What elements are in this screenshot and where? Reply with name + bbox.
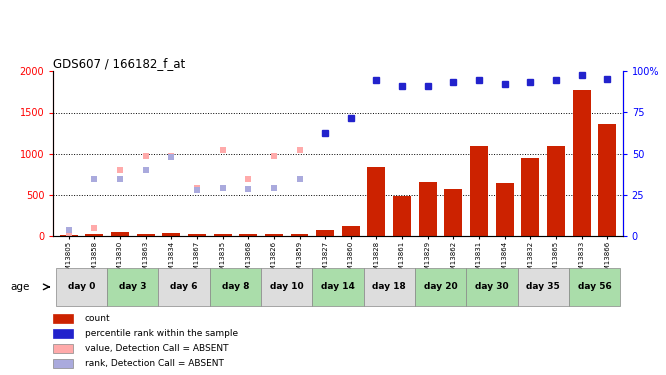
Bar: [111, 232, 129, 236]
Text: day 35: day 35: [526, 282, 560, 291]
Text: GDS607 / 166182_f_at: GDS607 / 166182_f_at: [53, 57, 186, 70]
Bar: [290, 234, 308, 236]
Text: day 18: day 18: [372, 282, 406, 291]
Bar: [137, 234, 155, 236]
Bar: [470, 146, 488, 236]
Bar: [393, 196, 411, 236]
Text: day 8: day 8: [222, 282, 249, 291]
Bar: [312, 268, 364, 306]
Bar: [316, 230, 334, 236]
Bar: [53, 314, 73, 323]
Bar: [496, 183, 513, 236]
Bar: [159, 268, 210, 306]
Text: day 20: day 20: [424, 282, 458, 291]
Bar: [210, 268, 261, 306]
Bar: [547, 146, 565, 236]
Bar: [342, 226, 360, 236]
Text: rank, Detection Call = ABSENT: rank, Detection Call = ABSENT: [85, 359, 224, 368]
Text: day 30: day 30: [475, 282, 509, 291]
Text: value, Detection Call = ABSENT: value, Detection Call = ABSENT: [85, 344, 228, 353]
Bar: [573, 90, 591, 236]
Bar: [60, 235, 78, 236]
Bar: [107, 268, 159, 306]
Bar: [214, 234, 232, 236]
Bar: [265, 234, 283, 236]
Bar: [598, 124, 616, 236]
Bar: [569, 268, 620, 306]
Bar: [53, 329, 73, 338]
Bar: [521, 158, 539, 236]
Text: day 10: day 10: [270, 282, 304, 291]
Text: age: age: [10, 282, 29, 292]
Bar: [368, 167, 386, 236]
Bar: [53, 359, 73, 368]
Bar: [239, 234, 257, 236]
Bar: [444, 189, 462, 236]
Bar: [517, 268, 569, 306]
Bar: [53, 344, 73, 353]
Bar: [415, 268, 466, 306]
Text: day 3: day 3: [119, 282, 147, 291]
Bar: [466, 268, 517, 306]
Bar: [188, 234, 206, 236]
Bar: [419, 182, 437, 236]
Text: day 14: day 14: [321, 282, 355, 291]
Bar: [85, 234, 103, 236]
Text: day 56: day 56: [577, 282, 611, 291]
Text: count: count: [85, 314, 111, 323]
Text: day 6: day 6: [170, 282, 198, 291]
Text: percentile rank within the sample: percentile rank within the sample: [85, 329, 238, 338]
Bar: [163, 233, 180, 236]
Text: day 0: day 0: [68, 282, 95, 291]
Bar: [364, 268, 415, 306]
Bar: [56, 268, 107, 306]
Bar: [261, 268, 312, 306]
